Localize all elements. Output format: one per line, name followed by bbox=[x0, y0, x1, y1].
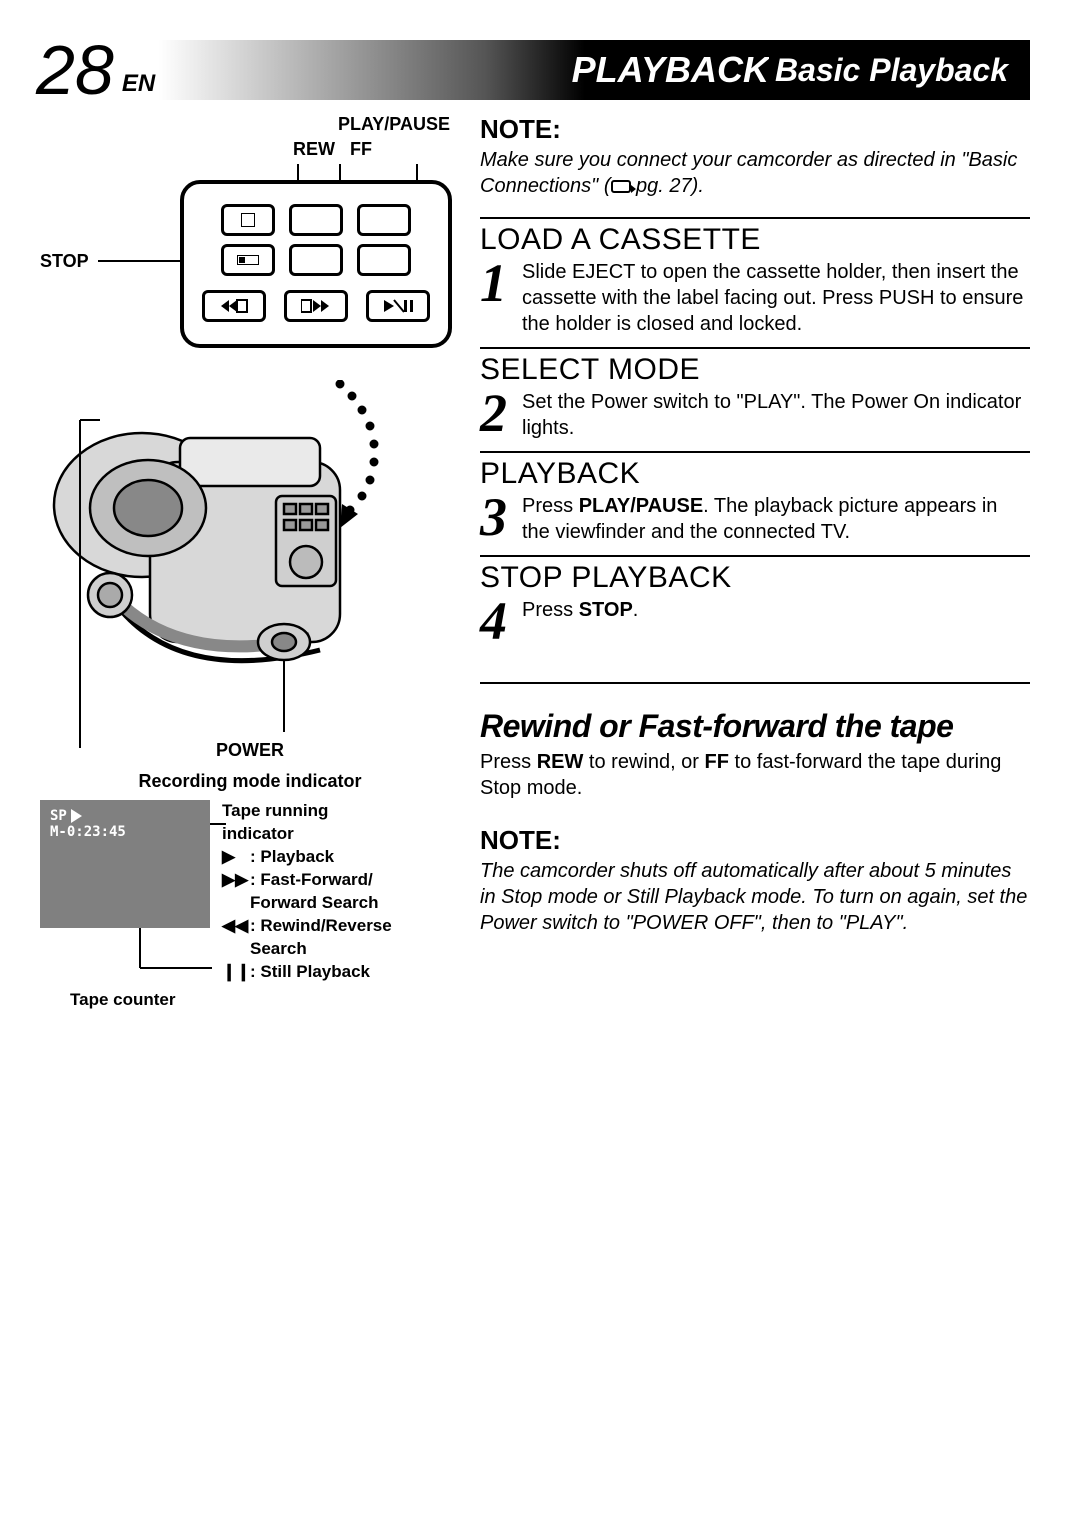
rew-icon: ◀◀ bbox=[222, 915, 250, 938]
camcorder-diagram bbox=[40, 380, 460, 740]
camcorder-svg bbox=[40, 380, 460, 750]
legend-ff1: : Fast-Forward/ bbox=[250, 870, 373, 889]
title-plain: Basic Playback bbox=[769, 52, 1022, 89]
step2-title: SELECT MODE bbox=[480, 353, 1030, 387]
page-ref-icon bbox=[611, 180, 631, 193]
panel-btn-rew bbox=[202, 290, 266, 322]
tape-counter-label: Tape counter bbox=[70, 990, 460, 1010]
step3-title: PLAYBACK bbox=[480, 457, 1030, 491]
title-bar: PLAYBACK Basic Playback bbox=[572, 49, 1022, 91]
panel-btn-stop bbox=[221, 204, 275, 236]
legend-rew2: Search bbox=[250, 939, 307, 958]
manual-page: 28 EN PLAYBACK Basic Playback PLAY/PAUSE… bbox=[0, 0, 1080, 1050]
panel-btn-b bbox=[289, 244, 343, 276]
step2-text: Set the Power switch to "PLAY". The Powe… bbox=[522, 389, 1030, 441]
legend-playback: : Playback bbox=[250, 847, 334, 866]
step-3: PLAYBACK 3 Press PLAY/PAUSE. The playbac… bbox=[480, 451, 1030, 545]
panel-btn-ff bbox=[284, 290, 348, 322]
recording-mode-label: Recording mode indicator bbox=[40, 771, 460, 792]
note2-body: The camcorder shuts off automatically af… bbox=[480, 858, 1030, 936]
note1-body: Make sure you connect your camcorder as … bbox=[480, 147, 1030, 199]
legend-still: : Still Playback bbox=[250, 962, 370, 981]
lcd-panel bbox=[180, 180, 452, 348]
sp-text: SP bbox=[50, 808, 67, 824]
pause-icon: ❙❙ bbox=[222, 961, 250, 984]
rewind-heading: Rewind or Fast-forward the tape bbox=[480, 708, 1030, 745]
panel-btn-ff-top bbox=[357, 204, 411, 236]
rew-label: REW bbox=[293, 139, 335, 159]
step1-number: 1 bbox=[480, 259, 514, 337]
top-button-labels: PLAY/PAUSE REW FF bbox=[40, 114, 460, 160]
step3-text: Press PLAY/PAUSE. The playback picture a… bbox=[522, 493, 1030, 545]
legend-tape-running: Tape running bbox=[222, 800, 392, 823]
viewfinder-screen: SP M-0:23:45 bbox=[40, 800, 210, 928]
indicator-legend: Tape running indicator ▶: Playback ▶▶: F… bbox=[222, 800, 392, 984]
legend-ff2: Forward Search bbox=[250, 893, 379, 912]
step4-title: STOP PLAYBACK bbox=[480, 561, 1030, 595]
step-4: STOP PLAYBACK 4 Press STOP. bbox=[480, 555, 1030, 684]
step1-title: LOAD A CASSETTE bbox=[480, 223, 1030, 257]
legend-indicator: indicator bbox=[222, 823, 392, 846]
step2-number: 2 bbox=[480, 389, 514, 441]
diagram-column: PLAY/PAUSE REW FF STOP bbox=[40, 114, 460, 1010]
step-1: LOAD A CASSETTE 1 Slide EJECT to open th… bbox=[480, 217, 1030, 337]
panel-btn-playpause bbox=[366, 290, 430, 322]
language-code: EN bbox=[122, 70, 155, 98]
legend-rew1: : Rewind/Reverse bbox=[250, 916, 392, 935]
step-2: SELECT MODE 2 Set the Power switch to "P… bbox=[480, 347, 1030, 441]
ff-label: FF bbox=[350, 139, 372, 159]
play-icon: ▶ bbox=[222, 846, 250, 869]
control-panel-diagram: STOP bbox=[40, 164, 460, 374]
ff-icon: ▶▶ bbox=[222, 869, 250, 892]
title-italic: PLAYBACK bbox=[572, 49, 769, 91]
step4-text: Press STOP. bbox=[522, 597, 638, 646]
panel-btn-c bbox=[357, 244, 411, 276]
panel-btn-a bbox=[221, 244, 275, 276]
play-pause-label: PLAY/PAUSE bbox=[40, 114, 450, 135]
step4-number: 4 bbox=[480, 597, 514, 646]
page-header: 28 EN PLAYBACK Basic Playback bbox=[40, 40, 1030, 100]
note1-heading: NOTE: bbox=[480, 114, 1030, 145]
page-number-block: 28 EN bbox=[40, 30, 155, 110]
step1-text: Slide EJECT to open the cassette holder,… bbox=[522, 259, 1030, 337]
panel-btn-rew-top bbox=[289, 204, 343, 236]
rewind-body: Press REW to rewind, or FF to fast-forwa… bbox=[480, 749, 1030, 801]
indicator-block: SP M-0:23:45 Tape running indicator ▶: P… bbox=[40, 800, 460, 984]
tape-counter-value: M-0:23:45 bbox=[50, 824, 200, 840]
instructions-column: NOTE: Make sure you connect your camcord… bbox=[480, 114, 1030, 1010]
play-triangle-icon bbox=[71, 809, 82, 823]
step3-number: 3 bbox=[480, 493, 514, 545]
note2-heading: NOTE: bbox=[480, 825, 1030, 856]
page-number: 28 bbox=[36, 30, 124, 110]
stop-label: STOP bbox=[40, 251, 89, 272]
